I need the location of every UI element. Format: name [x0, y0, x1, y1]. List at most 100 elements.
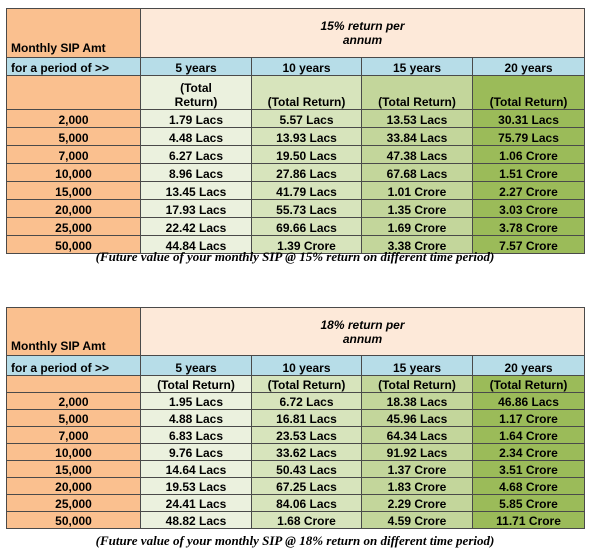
table-row: 5,000 4.88 Lacs 16.81 Lacs 45.96 Lacs 1.… — [6, 409, 586, 427]
value-10y: 13.93 Lacs — [251, 127, 362, 146]
value-5y: 44.84 Lacs — [140, 235, 252, 254]
table-row: 10,000 9.76 Lacs 33.62 Lacs 91.92 Lacs 2… — [6, 443, 586, 461]
value-20y: 1.06 Crore — [471, 145, 586, 164]
value-5y: 19.53 Lacs — [140, 477, 252, 495]
value-15y: 1.37 Crore — [361, 460, 473, 478]
value-15y: 2.29 Crore — [361, 494, 473, 512]
total-return-line-2: Return) — [174, 95, 218, 109]
value-5y: 13.45 Lacs — [140, 181, 252, 200]
value-10y: 84.06 Lacs — [251, 494, 362, 512]
value-20y: 7.57 Crore — [471, 235, 586, 254]
value-15y: 1.35 Crore — [361, 199, 473, 218]
value-5y: 8.96 Lacs — [140, 163, 252, 182]
table-row: 2,000 1.95 Lacs 6.72 Lacs 18.38 Lacs 46.… — [6, 392, 586, 410]
table-row: 20,000 17.93 Lacs 55.73 Lacs 1.35 Crore … — [6, 199, 586, 218]
value-20y: 3.51 Crore — [471, 460, 586, 478]
table-caption-15: (Future value of your monthly SIP @ 15% … — [95, 249, 495, 264]
sip-amount: 20,000 — [6, 199, 141, 218]
value-20y: 46.86 Lacs — [471, 392, 586, 410]
sip-table-15-percent: Monthly SIP Amt 15% return per annum for… — [6, 8, 586, 254]
value-15y: 3.38 Crore — [361, 235, 473, 254]
total-return-20y: (Total Return) — [471, 75, 586, 110]
value-5y: 9.76 Lacs — [140, 443, 252, 461]
value-5y: 14.64 Lacs — [140, 460, 252, 478]
table-caption-18: (Future value of your monthly SIP @ 18% … — [95, 533, 495, 548]
value-15y: 64.34 Lacs — [361, 426, 473, 444]
amt-header-blank — [6, 375, 141, 393]
table-row: 25,000 22.42 Lacs 69.66 Lacs 1.69 Crore … — [6, 217, 586, 236]
rate-line-2: annum — [342, 331, 383, 346]
sip-amount: 20,000 — [6, 477, 141, 495]
total-return-15y: (Total Return) — [361, 75, 473, 110]
value-20y: 1.51 Crore — [471, 163, 586, 182]
period-label: for a period of >> — [6, 355, 141, 376]
year-15-header: 15 years — [361, 355, 473, 376]
table-row: 10,000 8.96 Lacs 27.86 Lacs 67.68 Lacs 1… — [6, 163, 586, 182]
monthly-sip-amt-label: Monthly SIP Amt — [6, 8, 141, 58]
value-20y: 1.17 Crore — [471, 409, 586, 427]
value-5y: 24.41 Lacs — [140, 494, 252, 512]
year-15-header: 15 years — [361, 57, 473, 76]
value-5y: 4.48 Lacs — [140, 127, 252, 146]
value-10y: 67.25 Lacs — [251, 477, 362, 495]
rate-line-2: annum — [342, 33, 383, 47]
value-5y: 4.88 Lacs — [140, 409, 252, 427]
value-20y: 1.64 Crore — [471, 426, 586, 444]
value-10y: 69.66 Lacs — [251, 217, 362, 236]
sip-amount: 25,000 — [6, 217, 141, 236]
total-return-10y: (Total Return) — [251, 75, 362, 110]
value-15y: 67.68 Lacs — [361, 163, 473, 182]
rate-line-1: 15% return per — [320, 19, 405, 33]
table-row: 7,000 6.27 Lacs 19.50 Lacs 47.38 Lacs 1.… — [6, 145, 586, 164]
value-5y: 22.42 Lacs — [140, 217, 252, 236]
year-10-header: 10 years — [251, 57, 362, 76]
value-20y: 75.79 Lacs — [471, 127, 586, 146]
value-20y: 3.03 Crore — [471, 199, 586, 218]
value-15y: 45.96 Lacs — [361, 409, 473, 427]
total-return-line-1: (Total — [180, 81, 212, 95]
sip-amount: 10,000 — [6, 443, 141, 461]
monthly-sip-amt-label: Monthly SIP Amt — [6, 307, 141, 356]
value-15y: 91.92 Lacs — [361, 443, 473, 461]
value-5y: 6.83 Lacs — [140, 426, 252, 444]
rate-header: 15% return per annum — [139, 8, 586, 58]
sip-amount: 50,000 — [6, 235, 141, 254]
table-row: 5,000 4.48 Lacs 13.93 Lacs 33.84 Lacs 75… — [6, 127, 586, 146]
sip-amount: 10,000 — [6, 163, 141, 182]
table-row: 15,000 14.64 Lacs 50.43 Lacs 1.37 Crore … — [6, 460, 586, 478]
total-return-15y: (Total Return) — [361, 375, 473, 393]
value-10y: 16.81 Lacs — [251, 409, 362, 427]
table-body-2: 2,000 1.95 Lacs 6.72 Lacs 18.38 Lacs 46.… — [6, 392, 586, 529]
total-return-20y: (Total Return) — [471, 375, 586, 393]
value-10y: 5.57 Lacs — [251, 109, 362, 128]
value-10y: 33.62 Lacs — [251, 443, 362, 461]
table-row: 20,000 19.53 Lacs 67.25 Lacs 1.83 Crore … — [6, 477, 586, 495]
sip-amount: 15,000 — [6, 181, 141, 200]
sip-amount: 25,000 — [6, 494, 141, 512]
sip-amount: 2,000 — [6, 109, 141, 128]
value-20y: 5.85 Crore — [471, 494, 586, 512]
value-15y: 1.69 Crore — [361, 217, 473, 236]
value-10y: 1.39 Crore — [251, 235, 362, 254]
sip-table-18-percent: Monthly SIP Amt 18% return per annum for… — [6, 307, 586, 529]
value-5y: 1.95 Lacs — [140, 392, 252, 410]
table-body-1: 2,000 1.79 Lacs 5.57 Lacs 13.53 Lacs 30.… — [6, 109, 586, 254]
amt-header-blank — [6, 75, 141, 110]
total-return-10y: (Total Return) — [251, 375, 362, 393]
value-10y: 27.86 Lacs — [251, 163, 362, 182]
value-10y: 1.68 Crore — [251, 511, 362, 529]
rate-line-1: 18% return per — [320, 317, 405, 332]
table-row: 15,000 13.45 Lacs 41.79 Lacs 1.01 Crore … — [6, 181, 586, 200]
year-20-header: 20 years — [471, 57, 586, 76]
value-20y: 2.27 Crore — [471, 181, 586, 200]
value-10y: 19.50 Lacs — [251, 145, 362, 164]
value-20y: 3.78 Crore — [471, 217, 586, 236]
rate-header: 18% return per annum — [139, 307, 586, 356]
value-5y: 1.79 Lacs — [140, 109, 252, 128]
total-return-5y: (Total Return) — [140, 375, 252, 393]
value-20y: 4.68 Crore — [471, 477, 586, 495]
returns-table: Monthly SIP Amt 15% return per annum for… — [6, 8, 586, 254]
sip-amount: 5,000 — [6, 409, 141, 427]
sip-amount: 7,000 — [6, 426, 141, 444]
value-10y: 41.79 Lacs — [251, 181, 362, 200]
